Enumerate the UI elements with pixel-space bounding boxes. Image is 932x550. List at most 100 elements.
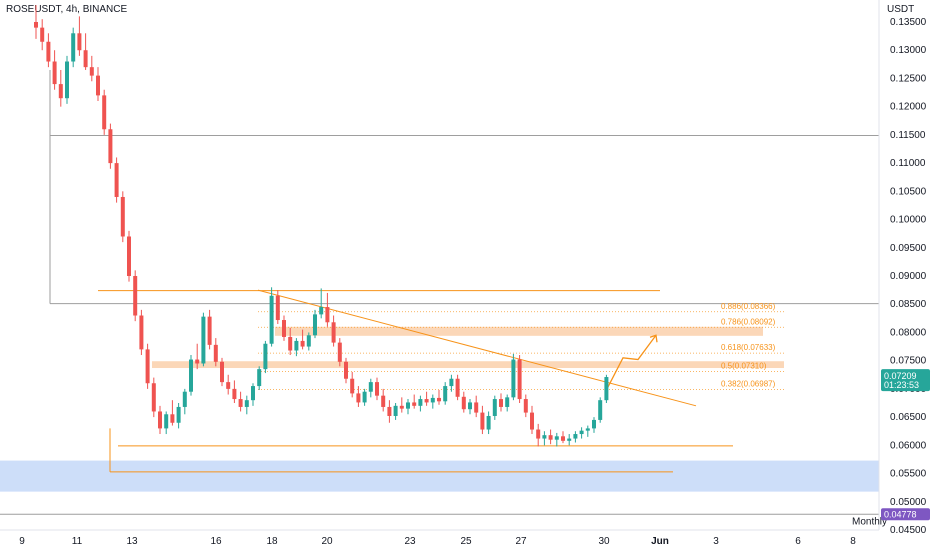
candle-body-36 [257,369,262,387]
candle-body-2 [46,41,51,62]
candle-body-74 [492,399,497,416]
candle-body-0 [34,22,38,28]
candle-body-8 [83,50,88,68]
x-tick-11: 3 [713,536,719,547]
candle-body-48 [331,322,336,343]
candle-body-20 [158,411,162,429]
candle-body-16 [133,276,138,316]
candle-body-6 [71,33,76,62]
zone-1 [152,361,784,369]
candle-body-66 [443,386,448,402]
x-tick-1: 11 [72,536,83,547]
candle-body-88 [579,430,584,435]
candle-body-33 [238,399,243,407]
x-tick-2: 13 [126,536,138,547]
candle-body-80 [530,412,534,430]
levels-layer [0,69,879,515]
candle-body-72 [480,412,485,430]
y-tick-15: 0.06000 [890,440,927,451]
fib-layer: 0.886(0.08366) 0.786(0.08092) 0.618(0.0763… [258,302,784,391]
candle-body-64 [430,397,435,403]
candle-body-10 [96,75,100,96]
x-tick-4: 18 [266,536,278,547]
candle-body-9 [89,67,94,76]
candle-body-13 [114,163,119,197]
candle-body-59 [399,405,404,409]
x-tick-12: 6 [795,536,801,547]
candle-body-78 [517,359,522,400]
candle-body-70 [468,402,472,410]
zone-2 [0,460,879,492]
fib-label-4: 0.382(0.06987) [721,380,776,389]
candle-body-7 [77,33,82,51]
candle-body-23 [176,406,181,423]
price-badge-bg [881,369,930,392]
candle-body-76 [505,397,510,407]
symbol-title: ROSEUSDT, 4h, BINANCE [6,4,128,15]
fib-label-0: 0.886(0.08366) [721,302,776,311]
y-tick-1: 0.13000 [890,45,927,56]
candle-body-27 [201,316,206,364]
candle-body-15 [127,236,131,276]
trendline [257,289,697,407]
candle-body-12 [108,129,113,164]
candle-body-77 [511,359,516,398]
candle-body-56 [381,395,386,407]
x-tick-8: 27 [515,536,527,547]
candle-body-17 [139,315,144,350]
candle-body-35 [251,386,255,401]
candle-body-71 [474,402,479,413]
y-tick-9: 0.09000 [890,271,927,282]
candle-body-90 [592,419,596,429]
y-tick-10: 0.08500 [890,299,927,310]
candle-body-22 [170,414,175,423]
candle-body-58 [393,405,398,416]
y-tick-14: 0.06500 [890,412,927,423]
candle-body-5 [65,61,69,99]
candle-body-73 [486,415,491,430]
candle-body-46 [319,307,324,315]
candle-body-89 [585,428,590,431]
candle-body-14 [120,196,125,237]
y-tick-0: 0.13500 [890,17,927,28]
candle-body-29 [213,344,218,362]
candle-body-44 [306,335,311,347]
candle-body-43 [300,340,305,347]
candle-body-86 [567,438,572,441]
y-tick-16: 0.05500 [890,469,927,480]
candle-body-61 [412,402,417,406]
candle-body-11 [102,95,107,130]
candle-body-67 [449,378,454,387]
zone-0 [275,326,763,336]
y-tick-18: 0.04500 [890,525,927,536]
candle-body-84 [554,436,559,440]
x-tick-10: Jun [651,536,669,547]
candle-body-41 [288,336,293,351]
candle-body-30 [220,361,224,383]
candle-body-49 [337,342,342,362]
candle-body-69 [461,396,466,410]
candle-body-63 [424,399,429,403]
candle-body-40 [282,320,286,337]
monthly-badge-bg [881,508,930,521]
candle-body-54 [368,382,373,392]
candle-body-87 [573,434,578,439]
candle-body-55 [375,382,379,396]
monthly-label: Monthly [852,516,887,527]
currency-label: USDT [887,4,914,15]
candle-body-51 [350,378,355,394]
candle-body-52 [356,393,361,403]
drawings-layer [257,289,697,407]
candle-body-82 [542,435,547,439]
zones-layer [0,326,879,492]
candle-body-26 [195,359,200,364]
candle-body-1 [40,27,45,42]
candle-body-37 [263,343,268,370]
x-tick-13: 8 [850,536,856,547]
price-badge-countdown: 01:23:53 [884,380,919,390]
y-tick-3: 0.12000 [890,102,927,113]
x-tick-0: 9 [19,536,25,547]
